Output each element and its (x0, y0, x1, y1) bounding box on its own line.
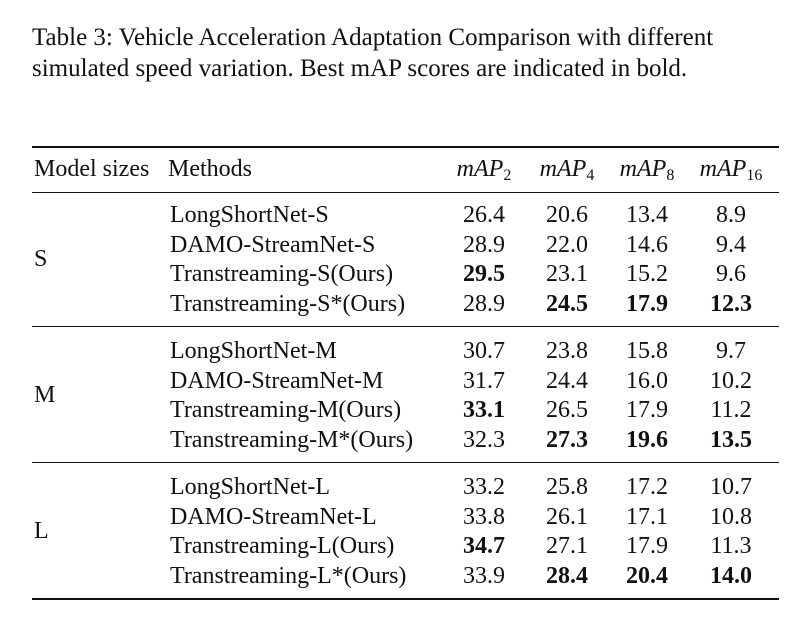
method-name: LongShortNet-M (170, 338, 337, 364)
table-cell-value: 17.9 (626, 397, 668, 423)
header-map-16: mAP16 (699, 156, 763, 184)
table-cell-value: 14.0 (710, 562, 752, 589)
header-model-sizes: Model sizes (34, 156, 150, 182)
table-cell-value: 10.7 (710, 474, 752, 500)
method-name: DAMO-StreamNet-L (170, 503, 377, 530)
table-cell-value: 32.3 (463, 426, 505, 453)
table-cell-value: 30.7 (463, 338, 505, 364)
table-cell-value: 22.0 (546, 231, 588, 258)
header-rule (32, 192, 779, 194)
table-cell-value: 33.8 (463, 503, 505, 530)
table-cell-value: 8.9 (716, 202, 746, 228)
table-cell-value: 27.1 (546, 533, 588, 559)
table-cell-value: 14.6 (626, 231, 668, 258)
group-rule-s-m (32, 326, 779, 328)
method-name: Transtreaming-M*(Ours) (170, 426, 414, 453)
table-cell-value: 20.6 (546, 202, 588, 228)
table-cell-value: 34.7 (463, 533, 505, 559)
table-cell-value: 27.3 (546, 426, 588, 453)
method-name: Transtreaming-S*(Ours) (170, 290, 406, 317)
table-cell-value: 17.9 (626, 290, 668, 317)
table-cell-value: 19.6 (626, 426, 668, 453)
model-size-label: M (34, 382, 56, 409)
table-cell-value: 15.8 (626, 338, 668, 364)
model-size-label: L (34, 518, 49, 545)
table-cell-value: 17.2 (626, 474, 668, 500)
table-cell-value: 28.9 (463, 231, 505, 258)
table-cell-value: 15.2 (626, 261, 668, 287)
header-map-8: mAP8 (619, 156, 675, 184)
method-name: Transtreaming-M(Ours) (170, 397, 402, 423)
table-cell-value: 10.8 (710, 503, 752, 530)
top-rule (32, 146, 779, 149)
table-cell-value: 23.1 (546, 261, 588, 287)
method-name: Transtreaming-L(Ours) (170, 533, 395, 559)
table-cell-value: 26.5 (546, 397, 588, 423)
header-map-2: mAP2 (456, 156, 512, 184)
table-cell-value: 25.8 (546, 474, 588, 500)
table-cell-value: 33.9 (463, 562, 505, 589)
table-cell-value: 33.1 (463, 397, 505, 423)
method-name: DAMO-StreamNet-S (170, 231, 376, 258)
table-cell-value: 24.5 (546, 290, 588, 317)
group-rule-m-l (32, 462, 779, 464)
table-cell-value: 26.1 (546, 503, 588, 530)
table-cell-value: 31.7 (463, 367, 505, 394)
table-cell-value: 28.4 (546, 562, 588, 589)
table-cell-value: 26.4 (463, 202, 505, 228)
table-cell-value: 9.6 (716, 261, 746, 287)
table-cell-value: 9.4 (716, 231, 746, 258)
header-map-4: mAP4 (539, 156, 595, 184)
bottom-rule (32, 598, 779, 601)
method-name: Transtreaming-L*(Ours) (170, 562, 407, 589)
table-cell-value: 9.7 (716, 338, 746, 364)
table-cell-value: 24.4 (546, 367, 588, 394)
table-cell-value: 33.2 (463, 474, 505, 500)
table-cell-value: 28.9 (463, 290, 505, 317)
table-cell-value: 23.8 (546, 338, 588, 364)
table-cell-value: 13.5 (710, 426, 752, 453)
table-cell-value: 10.2 (710, 367, 752, 394)
table-caption: Table 3: Vehicle Acceleration Adaptation… (32, 24, 714, 82)
table-cell-value: 12.3 (710, 290, 752, 317)
table-cell-value: 17.1 (626, 503, 668, 530)
table-cell-value: 29.5 (463, 261, 505, 287)
header-methods: Methods (168, 156, 252, 182)
model-size-label: S (34, 246, 48, 273)
table-cell-value: 17.9 (626, 533, 668, 559)
table-cell-value: 11.2 (710, 397, 752, 423)
table-cell-value: 13.4 (626, 202, 668, 228)
method-name: DAMO-StreamNet-M (170, 367, 384, 394)
method-name: LongShortNet-S (170, 202, 329, 228)
table-cell-value: 16.0 (626, 367, 668, 394)
method-name: LongShortNet-L (170, 474, 330, 500)
table-cell-value: 20.4 (626, 562, 668, 589)
table-cell-value: 11.3 (710, 533, 752, 559)
method-name: Transtreaming-S(Ours) (170, 261, 394, 287)
